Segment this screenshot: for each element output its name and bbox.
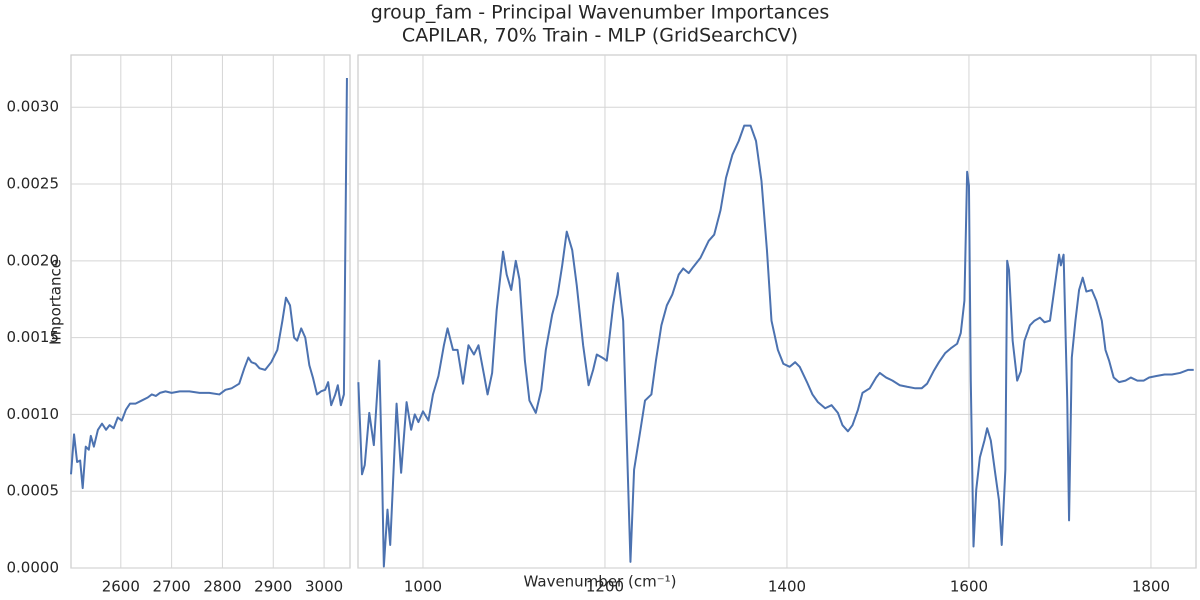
x-tick-label: 2900 <box>254 578 292 596</box>
y-tick-label: 0.0020 <box>7 251 60 269</box>
plot-frame <box>357 54 1197 569</box>
chart-title: group_fam - Principal Wavenumber Importa… <box>371 2 830 24</box>
x-tick-label: 1400 <box>768 578 806 596</box>
plot-frame <box>70 54 351 569</box>
x-tick-label: 1800 <box>1132 578 1170 596</box>
data-line <box>70 78 348 490</box>
x-tick-label: 2700 <box>153 578 191 596</box>
y-tick-label: 0.0000 <box>7 559 60 577</box>
x-tick-label: 1600 <box>950 578 988 596</box>
x-axis-label: Wavenumber (cm⁻¹) <box>524 573 677 591</box>
x-tick-label: 1000 <box>404 578 442 596</box>
x-tick-label: 2800 <box>203 578 241 596</box>
chart-subtitle: CAPILAR, 70% Train - MLP (GridSearchCV) <box>402 25 798 47</box>
y-tick-label: 0.0015 <box>7 328 60 346</box>
y-tick-label: 0.0010 <box>7 405 60 423</box>
y-tick-label: 0.0030 <box>7 98 60 116</box>
y-tick-label: 0.0025 <box>7 175 60 193</box>
x-tick-label: 3000 <box>305 578 343 596</box>
x-tick-label: 2600 <box>102 578 140 596</box>
data-line <box>357 124 1194 568</box>
y-tick-label: 0.0005 <box>7 482 60 500</box>
y-axis-label: Importance <box>47 259 65 345</box>
x-tick-label: 1200 <box>586 578 624 596</box>
